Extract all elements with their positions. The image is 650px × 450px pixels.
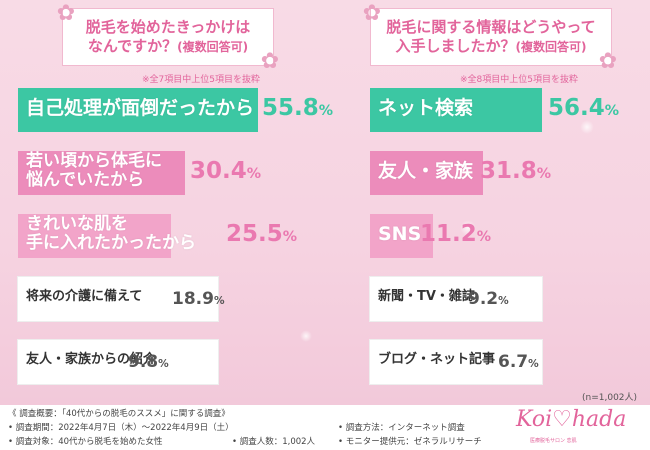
bar bbox=[370, 88, 542, 132]
right-question-suffix: (複数回答可) bbox=[515, 40, 587, 54]
survey-count: • 調査人数：1,002人 bbox=[232, 437, 316, 447]
bar-label: ブログ・ネット記事 bbox=[378, 352, 496, 367]
bar-label: ネット検索 bbox=[378, 97, 474, 119]
bar-value-number: 31.8 bbox=[480, 158, 537, 184]
bar-value-unit: % bbox=[246, 166, 262, 182]
flower-icon: ✿ bbox=[598, 49, 618, 74]
logo-subtitle: 医療脱毛サロン 恋肌 bbox=[530, 438, 577, 444]
bar-value-number: 9.8 bbox=[128, 352, 159, 372]
bar-row: 自己処理が面倒だったから 55.8% bbox=[18, 86, 338, 134]
bar-row: ネット検索 56.4% bbox=[370, 86, 640, 134]
bar-value: 9.8% bbox=[128, 352, 169, 372]
bar-value-number: 55.8 bbox=[262, 95, 319, 121]
bar-row: 若い頃から体毛に 悩んでいたから 30.4% bbox=[18, 149, 338, 197]
flower-icon: ✿ bbox=[260, 49, 280, 74]
left-question: 脱毛を始めたきっかけは なんですか？ bbox=[85, 17, 251, 56]
bar bbox=[18, 340, 218, 384]
bar bbox=[370, 340, 542, 384]
left-question-suffix: (複数回答可) bbox=[177, 40, 249, 54]
bar bbox=[370, 277, 542, 321]
bar-value: 30.4% bbox=[190, 158, 261, 184]
bar-value-unit: % bbox=[476, 229, 492, 245]
bar-label: 将来の介護に備えて bbox=[26, 289, 143, 304]
bar bbox=[18, 277, 218, 321]
bar-value: 55.8% bbox=[262, 95, 333, 121]
bar-label: 友人・家族からの紹介 bbox=[26, 352, 157, 367]
bar-row: 友人・家族 31.8% bbox=[370, 149, 640, 197]
left-note: ※全7項目中上位5項目を抜粋 bbox=[142, 75, 260, 85]
bar-value-number: 9.2 bbox=[468, 289, 499, 309]
bar-row: 新聞・TV・雑誌 9.2% bbox=[370, 275, 640, 323]
bar-value: 31.8% bbox=[480, 158, 551, 184]
flower-icon: ✿ bbox=[56, 1, 76, 26]
survey-target: • 調査対象：40代から脱毛を始めた女性 bbox=[8, 437, 163, 447]
right-note: ※全8項目中上位5項目を抜粋 bbox=[460, 75, 578, 85]
bar-value-number: 56.4 bbox=[548, 95, 605, 121]
bar bbox=[18, 214, 171, 258]
bar-value-number: 18.9 bbox=[172, 289, 214, 309]
bar-value: 25.5% bbox=[226, 221, 297, 247]
bar bbox=[18, 151, 185, 195]
bar-value: 18.9% bbox=[172, 289, 225, 309]
bar-value-unit: % bbox=[498, 295, 509, 307]
right-question-box: 脱毛に関する情報はどうやって 入手しましたか？(複数回答可) bbox=[370, 8, 612, 66]
survey-period: • 調査期間：2022年4月7日（木）～2022年4月9日（土） bbox=[8, 423, 234, 433]
bar-value: 56.4% bbox=[548, 95, 619, 121]
bar-value: 11.2% bbox=[420, 221, 491, 247]
footer bbox=[0, 405, 650, 450]
bar-row: きれいな肌を 手に入れたかったから 25.5% bbox=[18, 212, 338, 260]
bar-label: 新聞・TV・雑誌 bbox=[378, 289, 475, 304]
left-question-box: 脱毛を始めたきっかけは なんですか？(複数回答可) bbox=[62, 8, 274, 66]
bar-value: 9.2% bbox=[468, 289, 509, 309]
bar-row: 友人・家族からの紹介 9.8% bbox=[18, 338, 338, 386]
koihada-logo: Koi♡hada bbox=[516, 407, 627, 432]
bar-value-number: 6.7 bbox=[498, 352, 529, 372]
sample-size-note: (n=1,002人) bbox=[582, 393, 638, 403]
bar-value: 6.7% bbox=[498, 352, 539, 372]
bar-value-unit: % bbox=[213, 295, 225, 307]
bar-value-unit: % bbox=[158, 358, 169, 370]
bar bbox=[370, 151, 483, 195]
bar-row: SNS 11.2% bbox=[370, 212, 640, 260]
bar-label: 若い頃から体毛に 悩んでいたから bbox=[26, 151, 162, 191]
bar-value-number: 11.2 bbox=[420, 221, 477, 247]
bar-value-unit: % bbox=[604, 103, 620, 119]
survey-title: 《 調査概要：「40代からの脱毛のススメ」に関する調査》 bbox=[8, 409, 230, 419]
bar-value-unit: % bbox=[282, 229, 298, 245]
survey-provider: • モニター提供元：ゼネラルリサーチ bbox=[338, 437, 482, 447]
bar bbox=[18, 88, 258, 132]
bar-row: ブログ・ネット記事 6.7% bbox=[370, 338, 640, 386]
bar-label: 自己処理が面倒だったから bbox=[26, 97, 255, 119]
flower-icon: ✿ bbox=[362, 1, 382, 26]
right-question: 脱毛に関する情報はどうやって 入手しましたか？ bbox=[386, 17, 596, 56]
left-chart: 自己処理が面倒だったから 55.8% 若い頃から体毛に 悩んでいたから 30.4% きれ… bbox=[18, 86, 338, 386]
bar-value-number: 25.5 bbox=[226, 221, 283, 247]
bar-value-unit: % bbox=[536, 166, 552, 182]
survey-method: • 調査方法：インターネット調査 bbox=[338, 423, 465, 433]
right-chart: ネット検索 56.4% 友人・家族 31.8% SNS 11.2% 新聞・TV・雑誌 9.2%… bbox=[370, 86, 640, 386]
bar-label: きれいな肌を 手に入れたかったから bbox=[26, 214, 196, 254]
bar-value-unit: % bbox=[318, 103, 334, 119]
sparkle bbox=[580, 120, 594, 134]
sparkle bbox=[460, 220, 476, 236]
bar-label: 友人・家族 bbox=[378, 160, 474, 182]
bar bbox=[370, 214, 433, 258]
bar-value-unit: % bbox=[528, 358, 539, 370]
bar-row: 将来の介護に備えて 18.9% bbox=[18, 275, 338, 323]
sparkle bbox=[300, 330, 312, 342]
bar-label: SNS bbox=[378, 223, 422, 245]
bar-value-number: 30.4 bbox=[190, 158, 247, 184]
